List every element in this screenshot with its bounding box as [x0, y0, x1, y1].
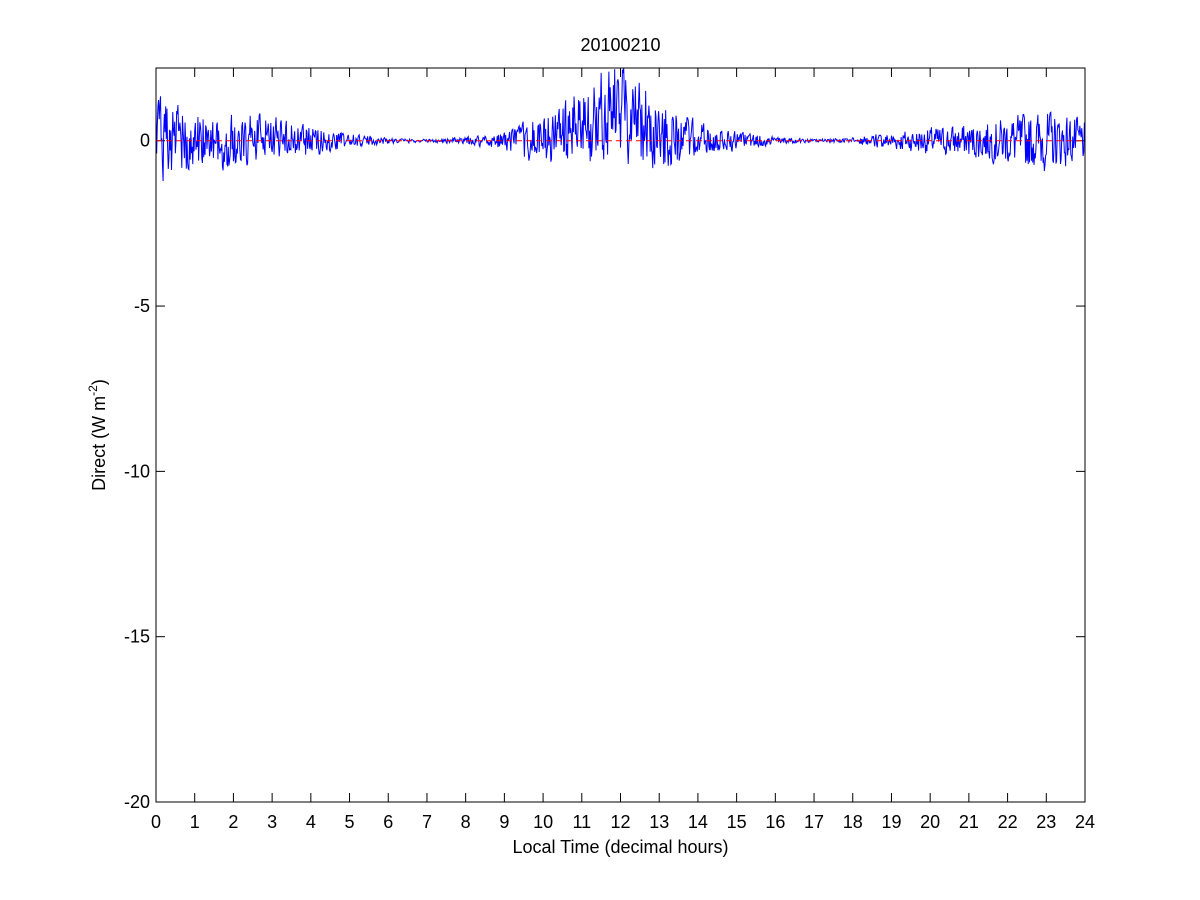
x-tick-label: 5 — [345, 812, 355, 832]
y-axis-label-main: Direct (W m — [89, 396, 109, 491]
x-tick-label: 16 — [765, 812, 785, 832]
x-tick-label: 11 — [572, 812, 591, 832]
plot-area — [155, 67, 1086, 181]
x-tick-label: 8 — [461, 812, 471, 832]
x-tick-label: 1 — [190, 812, 200, 832]
x-tick-label: 18 — [843, 812, 863, 832]
x-tick-label: 9 — [499, 812, 509, 832]
chart-title: 20100210 — [580, 35, 660, 55]
x-tick-label: 14 — [688, 812, 708, 832]
x-tick-label: 22 — [998, 812, 1018, 832]
y-axis-label-close: ) — [89, 379, 109, 385]
x-tick-label: 24 — [1075, 812, 1095, 832]
y-tick-label: -15 — [124, 627, 150, 647]
x-tick-label: 12 — [610, 812, 630, 832]
y-axis-ticks: 0 -5 -10 -15 -20 — [124, 131, 1085, 812]
x-tick-label: 21 — [959, 812, 979, 832]
x-tick-label: 23 — [1036, 812, 1056, 832]
x-tick-label: 2 — [228, 812, 238, 832]
x-tick-label: 15 — [727, 812, 747, 832]
y-tick-label: -20 — [124, 792, 150, 812]
x-tick-label: 13 — [649, 812, 669, 832]
y-tick-label: -10 — [124, 461, 150, 481]
x-tick-label: 0 — [151, 812, 161, 832]
x-tick-label: 10 — [533, 812, 553, 832]
x-axis-ticks: 0 1 2 3 4 5 6 7 8 9 10 11 12 13 14 15 16 17 18 19 20 21 22 23 24 — [151, 68, 1095, 832]
x-tick-label: 4 — [306, 812, 316, 832]
series-line-direct — [155, 67, 1086, 181]
x-axis-label: Local Time (decimal hours) — [512, 837, 728, 857]
x-tick-label: 6 — [383, 812, 393, 832]
x-tick-label: 19 — [881, 812, 901, 832]
y-axis-label-superscript: -2 — [86, 385, 100, 396]
axes-box — [155, 67, 1086, 803]
x-tick-label: 3 — [267, 812, 277, 832]
y-tick-label: 0 — [140, 131, 150, 151]
x-tick-label: 20 — [920, 812, 940, 832]
x-tick-label: 17 — [804, 812, 824, 832]
x-tick-label: 7 — [422, 812, 432, 832]
y-tick-label: -5 — [134, 296, 150, 316]
y-axis-label: Direct (W m-2) — [86, 379, 109, 491]
